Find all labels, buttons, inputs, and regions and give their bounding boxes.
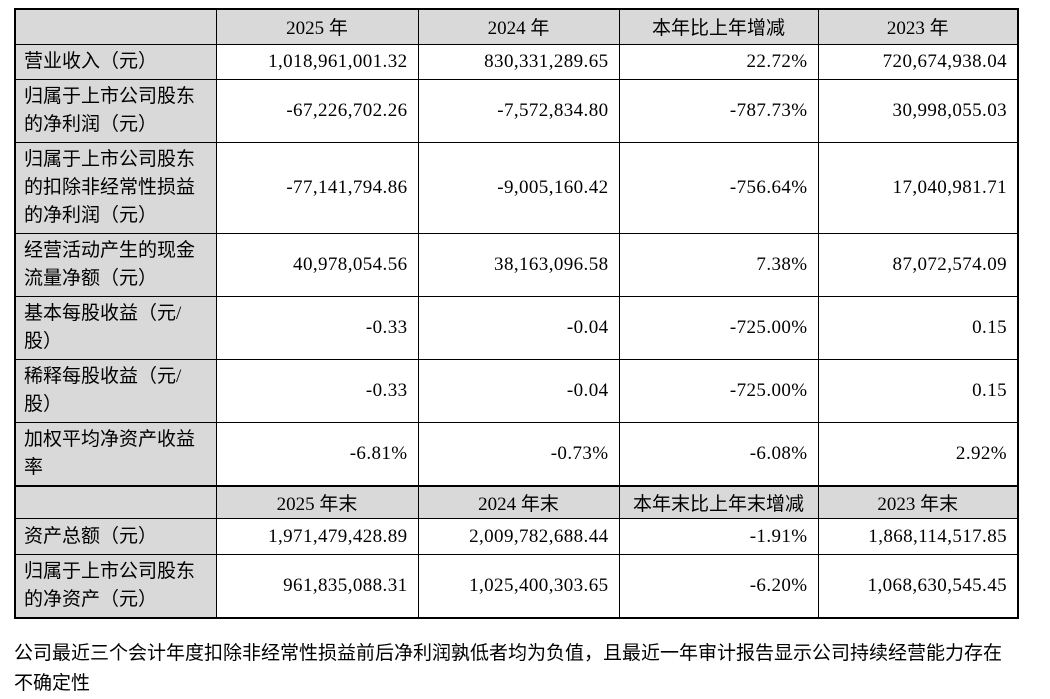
cell-value: 0.15 xyxy=(817,358,1019,423)
table-header-row-year-end: 2025 年末 2024 年末 本年末比上年末增减 2023 年末 xyxy=(14,484,1019,519)
cell-value: 720,674,938.04 xyxy=(817,43,1019,80)
cell-value: 38,163,096.58 xyxy=(417,232,620,297)
financial-summary-table: 2025 年 2024 年 本年比上年增减 2023 年 营业收入（元） 1,0… xyxy=(14,8,1019,619)
row-label: 加权平均净资产收益率 xyxy=(14,421,217,486)
column-header-2023: 2023 年 xyxy=(817,8,1019,45)
column-header-yoy-change: 本年比上年增减 xyxy=(618,8,819,45)
cell-value: 2,009,782,688.44 xyxy=(417,518,620,555)
row-label: 归属于上市公司股东的净利润（元） xyxy=(14,78,217,143)
cell-value: 2.92% xyxy=(817,421,1019,486)
cell-value: 961,835,088.31 xyxy=(215,554,419,619)
cell-value: 17,040,981.71 xyxy=(817,141,1019,234)
column-header-2025: 2025 年 xyxy=(215,8,419,45)
row-label: 基本每股收益（元/股） xyxy=(14,295,217,360)
cell-value: -756.64% xyxy=(618,141,819,234)
cell-value: 1,971,479,428.89 xyxy=(215,518,419,555)
cell-value: -0.33 xyxy=(215,295,419,360)
column-header-year-end-change: 本年末比上年末增减 xyxy=(618,484,819,519)
cell-value: -9,005,160.42 xyxy=(417,141,620,234)
cell-value: -0.04 xyxy=(417,358,620,423)
row-label: 资产总额（元） xyxy=(14,518,217,555)
corner-cell xyxy=(14,8,217,45)
table-row-revenue: 营业收入（元） 1,018,961,001.32 830,331,289.65 … xyxy=(14,43,1019,80)
table-row-net-assets: 归属于上市公司股东的净资产（元） 961,835,088.31 1,025,40… xyxy=(14,554,1019,619)
cell-value: 40,978,054.56 xyxy=(215,232,419,297)
cell-value: -6.81% xyxy=(215,421,419,486)
table-row-diluted-eps: 稀释每股收益（元/股） -0.33 -0.04 -725.00% 0.15 xyxy=(14,358,1019,423)
column-header-2025-end: 2025 年末 xyxy=(215,484,419,519)
cell-value: -67,226,702.26 xyxy=(215,78,419,143)
cell-value: -0.33 xyxy=(215,358,419,423)
table-row-weighted-avg-roe: 加权平均净资产收益率 -6.81% -0.73% -6.08% 2.92% xyxy=(14,421,1019,486)
cell-value: 7.38% xyxy=(618,232,819,297)
cell-value: -0.04 xyxy=(417,295,620,360)
cell-value: -725.00% xyxy=(618,295,819,360)
cell-value: -6.20% xyxy=(618,554,819,619)
cell-value: 830,331,289.65 xyxy=(417,43,620,80)
table-row-net-profit-excl-nonrecurring: 归属于上市公司股东的扣除非经常性损益的净利润（元） -77,141,794.86… xyxy=(14,141,1019,234)
corner-cell xyxy=(14,484,217,519)
column-header-2023-end: 2023 年末 xyxy=(817,484,1019,519)
cell-value: 1,025,400,303.65 xyxy=(417,554,620,619)
row-label: 归属于上市公司股东的扣除非经常性损益的净利润（元） xyxy=(14,141,217,234)
cell-value: 1,868,114,517.85 xyxy=(817,518,1019,555)
cell-value: -787.73% xyxy=(618,78,819,143)
row-label: 经营活动产生的现金流量净额（元） xyxy=(14,232,217,297)
row-label: 稀释每股收益（元/股） xyxy=(14,358,217,423)
cell-value: 1,018,961,001.32 xyxy=(215,43,419,80)
column-header-2024-end: 2024 年末 xyxy=(417,484,620,519)
table-row-net-profit: 归属于上市公司股东的净利润（元） -67,226,702.26 -7,572,8… xyxy=(14,78,1019,143)
cell-value: -0.73% xyxy=(417,421,620,486)
cell-value: 87,072,574.09 xyxy=(817,232,1019,297)
cell-value: -725.00% xyxy=(618,358,819,423)
cell-value: 30,998,055.03 xyxy=(817,78,1019,143)
cell-value: 1,068,630,545.45 xyxy=(817,554,1019,619)
cell-value: 0.15 xyxy=(817,295,1019,360)
table-row-basic-eps: 基本每股收益（元/股） -0.33 -0.04 -725.00% 0.15 xyxy=(14,295,1019,360)
table-header-row-annual: 2025 年 2024 年 本年比上年增减 2023 年 xyxy=(14,8,1019,45)
cell-value: -6.08% xyxy=(618,421,819,486)
cell-value: -77,141,794.86 xyxy=(215,141,419,234)
table-row-total-assets: 资产总额（元） 1,971,479,428.89 2,009,782,688.4… xyxy=(14,518,1019,555)
cell-value: -7,572,834.80 xyxy=(417,78,620,143)
column-header-2024: 2024 年 xyxy=(417,8,620,45)
table-row-operating-cash-flow: 经营活动产生的现金流量净额（元） 40,978,054.56 38,163,09… xyxy=(14,232,1019,297)
row-label: 营业收入（元） xyxy=(14,43,217,80)
cell-value: 22.72% xyxy=(618,43,819,80)
cell-value: -1.91% xyxy=(618,518,819,555)
footnote-text: 公司最近三个会计年度扣除非经常性损益前后净利润孰低者均为负值，且最近一年审计报告… xyxy=(14,643,1003,694)
row-label: 归属于上市公司股东的净资产（元） xyxy=(14,554,217,619)
